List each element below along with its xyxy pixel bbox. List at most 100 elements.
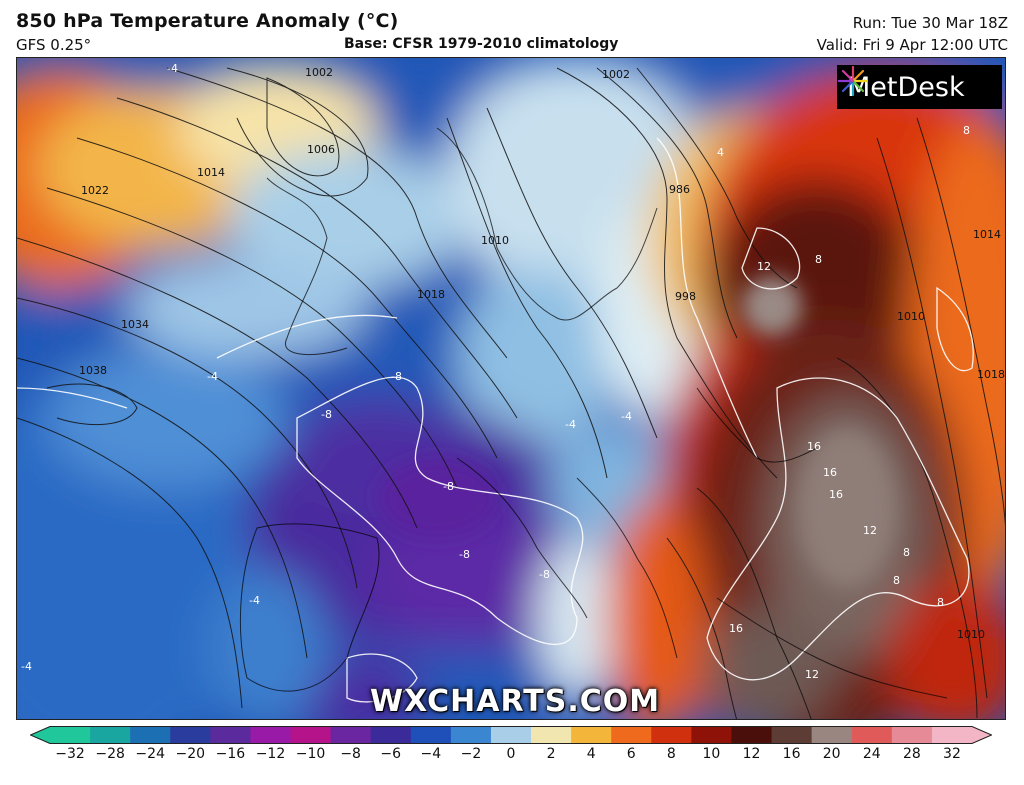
isobar-label: 1034 bbox=[121, 318, 149, 331]
colorbar-tick-label: −12 bbox=[255, 746, 286, 762]
anomaly-label: -8 bbox=[391, 370, 402, 383]
isobar-label: 1010 bbox=[897, 310, 925, 323]
isobar-label: 1014 bbox=[197, 166, 225, 179]
isobar-label: 986 bbox=[669, 183, 690, 196]
colorbar-segment bbox=[330, 726, 372, 744]
anomaly-label: -8 bbox=[443, 480, 454, 493]
metdesk-logo: MetDesk bbox=[837, 65, 1002, 109]
colorbar-tick-label: 4 bbox=[586, 746, 596, 762]
colorbar-tick-label: −4 bbox=[420, 746, 442, 762]
colorbar-segment bbox=[130, 726, 171, 744]
isobar-label: 1002 bbox=[305, 66, 333, 79]
colorbar-min-arrow bbox=[30, 726, 50, 744]
colorbar-segment bbox=[170, 726, 211, 744]
run-time-label: Run: Tue 30 Mar 18Z bbox=[852, 14, 1008, 32]
isobar-label: 1018 bbox=[977, 368, 1005, 381]
colorbar-segment bbox=[370, 726, 412, 744]
colorbar-segment bbox=[731, 726, 773, 744]
colorbar-tick-label: 10 bbox=[702, 746, 721, 762]
colorbar-tick-label: 24 bbox=[862, 746, 881, 762]
colorbar-segment bbox=[90, 726, 131, 744]
isobar-label: 1038 bbox=[79, 364, 107, 377]
valid-time-label: Valid: Fri 9 Apr 12:00 UTC bbox=[816, 36, 1008, 54]
colorbar-tick-label: −24 bbox=[135, 746, 165, 762]
colorbar-segment bbox=[571, 726, 612, 744]
anomaly-label: 16 bbox=[823, 466, 837, 479]
anomaly-label: 8 bbox=[963, 124, 970, 137]
isobar-label: 1010 bbox=[957, 628, 985, 641]
colorbar-tick-label: 12 bbox=[742, 746, 761, 762]
colorbar-segment bbox=[450, 726, 492, 744]
colorbar-tick-label: −20 bbox=[175, 746, 206, 762]
colorbar-tick-label: −2 bbox=[460, 746, 482, 762]
colorbar-tick-label: 32 bbox=[943, 746, 961, 762]
anomaly-label: -8 bbox=[321, 408, 332, 421]
site-watermark: WXCHARTS.COM bbox=[370, 684, 661, 719]
base-climatology-label: Base: CFSR 1979-2010 climatology bbox=[344, 36, 619, 52]
isobar-label: 1002 bbox=[602, 68, 630, 81]
anomaly-label: 12 bbox=[805, 668, 819, 681]
colorbar-tick-label: −10 bbox=[295, 746, 326, 762]
model-label: GFS 0.25° bbox=[16, 36, 92, 54]
anomaly-label: -4 bbox=[21, 660, 32, 673]
anomaly-label: -4 bbox=[249, 594, 260, 607]
colorbar-outline bbox=[30, 726, 992, 744]
colorbar-tick-label: −28 bbox=[95, 746, 125, 762]
anomaly-label: -4 bbox=[167, 62, 178, 75]
colorbar-segment bbox=[651, 726, 692, 744]
colorbar-segment bbox=[531, 726, 572, 744]
colorbar-segment bbox=[691, 726, 733, 744]
colorbar-segment bbox=[851, 726, 893, 744]
anomaly-label: 16 bbox=[829, 488, 843, 501]
colorbar-tick-label: −32 bbox=[55, 746, 85, 762]
colorbar-tick-label: 0 bbox=[506, 746, 516, 762]
anomaly-label: -4 bbox=[621, 410, 632, 423]
colorbar bbox=[30, 726, 992, 744]
anomaly-label: 4 bbox=[717, 146, 724, 159]
isobar-lines bbox=[17, 67, 1005, 719]
isobar-label: 1010 bbox=[481, 234, 509, 247]
isobar-label: 1014 bbox=[973, 228, 1001, 241]
anomaly-label: 8 bbox=[815, 253, 822, 266]
colorbar-tick-label: 8 bbox=[666, 746, 676, 762]
anomaly-contours bbox=[17, 137, 974, 703]
anomaly-label: 8 bbox=[893, 574, 900, 587]
isobar-label: 1018 bbox=[417, 288, 445, 301]
colorbar-segment bbox=[931, 726, 973, 744]
colorbar-tick-label: 6 bbox=[626, 746, 636, 762]
map-graphic: 1002 1006 1014 1022 1034 1038 1002 1010 … bbox=[17, 58, 1005, 719]
anomaly-label: 12 bbox=[757, 260, 771, 273]
colorbar-segment bbox=[410, 726, 452, 744]
colorbar-tick-label: 28 bbox=[902, 746, 921, 762]
anomaly-label: -4 bbox=[565, 418, 576, 431]
anomaly-label: 16 bbox=[729, 622, 743, 635]
colorbar-tick-label: −16 bbox=[215, 746, 246, 762]
colorbar-segment bbox=[811, 726, 853, 744]
colorbar-tick-label: −6 bbox=[380, 746, 402, 762]
chart-title: 850 hPa Temperature Anomaly (°C) bbox=[16, 10, 399, 32]
colorbar-tick-label: 16 bbox=[782, 746, 801, 762]
anomaly-label: -8 bbox=[459, 548, 470, 561]
anomaly-map[interactable]: 1002 1006 1014 1022 1034 1038 1002 1010 … bbox=[16, 57, 1006, 720]
isobar-label: 1022 bbox=[81, 184, 109, 197]
colorbar-max-arrow bbox=[972, 726, 992, 744]
anomaly-label: 8 bbox=[937, 596, 944, 609]
colorbar-segment bbox=[290, 726, 332, 744]
anomaly-label: 16 bbox=[807, 440, 821, 453]
isobar-label: 998 bbox=[675, 290, 696, 303]
colorbar-segment bbox=[891, 726, 933, 744]
anomaly-label: 8 bbox=[903, 546, 910, 559]
colorbar-segment bbox=[611, 726, 652, 744]
anomaly-field bbox=[17, 58, 1005, 719]
brand-name: MetDesk bbox=[847, 71, 965, 103]
anomaly-label: 12 bbox=[863, 524, 877, 537]
colorbar-tick-label: 20 bbox=[822, 746, 841, 762]
colorbar-segment bbox=[210, 726, 252, 744]
coastlines bbox=[239, 127, 948, 699]
starburst-logo-icon bbox=[837, 65, 869, 97]
colorbar-segment bbox=[490, 726, 532, 744]
anomaly-label: -8 bbox=[539, 568, 550, 581]
colorbar-segment bbox=[250, 726, 292, 744]
colorbar-segment bbox=[50, 726, 91, 744]
anomaly-detail bbox=[377, 276, 897, 588]
